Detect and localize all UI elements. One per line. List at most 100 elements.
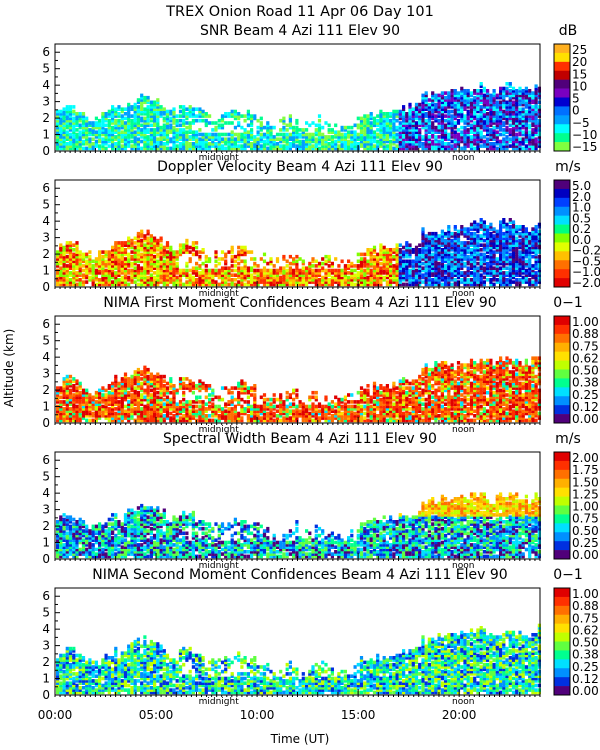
data-cell (149, 118, 153, 123)
data-cell (117, 137, 121, 141)
data-cell (101, 261, 105, 266)
data-cell (123, 280, 128, 284)
data-cell (266, 271, 270, 275)
data-cell (528, 100, 532, 105)
data-cell (68, 282, 73, 287)
data-cell (230, 259, 234, 264)
data-cell (528, 248, 532, 252)
data-cell (72, 105, 76, 109)
data-cell (476, 102, 480, 107)
data-cell (62, 280, 66, 284)
data-cell (463, 142, 467, 146)
data-cell (434, 273, 438, 277)
data-cell (324, 144, 328, 148)
data-cell (237, 268, 241, 273)
data-cell (479, 132, 483, 137)
data-cell (156, 268, 160, 273)
data-cell (524, 144, 528, 148)
data-cell (153, 144, 157, 148)
data-cell (421, 261, 425, 266)
data-cell (537, 135, 541, 139)
data-cell (59, 278, 63, 282)
data-cell (140, 107, 144, 111)
data-cell (340, 139, 344, 144)
data-cell (486, 91, 490, 95)
data-cell (456, 243, 461, 247)
data-cell (65, 137, 69, 141)
data-cell (511, 225, 516, 229)
data-cell (511, 248, 516, 252)
data-cell (140, 118, 144, 123)
data-cell (62, 407, 66, 411)
data-cell (182, 112, 186, 116)
data-cell (65, 146, 69, 151)
data-cell (431, 105, 435, 109)
data-cell (169, 130, 173, 134)
data-cell (531, 264, 535, 268)
data-cell (511, 107, 516, 111)
data-cell (72, 411, 76, 416)
data-cell (440, 282, 444, 287)
data-cell (68, 280, 73, 284)
data-cell (298, 268, 302, 273)
data-cell (153, 112, 157, 116)
data-cell (211, 135, 215, 139)
data-cell (492, 271, 496, 275)
data-cell (182, 128, 186, 132)
data-cell (243, 261, 247, 266)
data-cell (402, 116, 406, 121)
data-cell (366, 144, 370, 148)
data-cell (392, 125, 396, 130)
data-cell (486, 231, 490, 236)
data-cell (537, 245, 541, 250)
data-cell (511, 93, 516, 98)
data-cell (489, 102, 493, 107)
data-cell (537, 142, 541, 146)
data-cell (398, 128, 402, 132)
data-cell (495, 264, 499, 268)
data-cell (437, 98, 441, 102)
data-cell (408, 123, 412, 128)
data-cell (78, 144, 82, 148)
data-cell (502, 132, 506, 137)
data-cell (466, 273, 470, 277)
data-cell (427, 118, 431, 123)
data-cell (169, 112, 173, 116)
data-cell (285, 144, 289, 148)
data-cell (59, 109, 63, 114)
data-cell (111, 112, 115, 116)
data-cell (201, 144, 205, 148)
data-cell (424, 252, 428, 257)
data-cell (88, 142, 92, 146)
data-cell (185, 121, 189, 125)
data-cell (104, 278, 108, 282)
data-cell (359, 132, 364, 137)
data-cell (466, 144, 470, 148)
data-cell (502, 231, 506, 236)
data-cell (185, 107, 189, 111)
data-cell (502, 112, 506, 116)
data-cell (101, 264, 105, 268)
data-cell (502, 241, 506, 245)
data-cell (156, 266, 160, 270)
data-cell (266, 261, 270, 266)
data-cell (537, 100, 541, 105)
data-cell (111, 114, 115, 118)
data-cell (385, 271, 389, 275)
data-cell (275, 278, 280, 282)
data-cell (353, 139, 357, 144)
data-cell (136, 257, 140, 261)
data-cell (482, 86, 486, 91)
data-cell (272, 125, 276, 130)
data-cell (317, 261, 322, 266)
data-cell (511, 266, 516, 270)
data-cell (499, 243, 503, 247)
data-cell (165, 282, 170, 287)
data-cell (314, 128, 318, 132)
data-cell (508, 236, 512, 241)
data-cell (182, 137, 186, 141)
data-cell (511, 105, 516, 109)
data-cell (528, 243, 532, 247)
data-cell (460, 118, 464, 123)
data-cell (133, 252, 137, 257)
